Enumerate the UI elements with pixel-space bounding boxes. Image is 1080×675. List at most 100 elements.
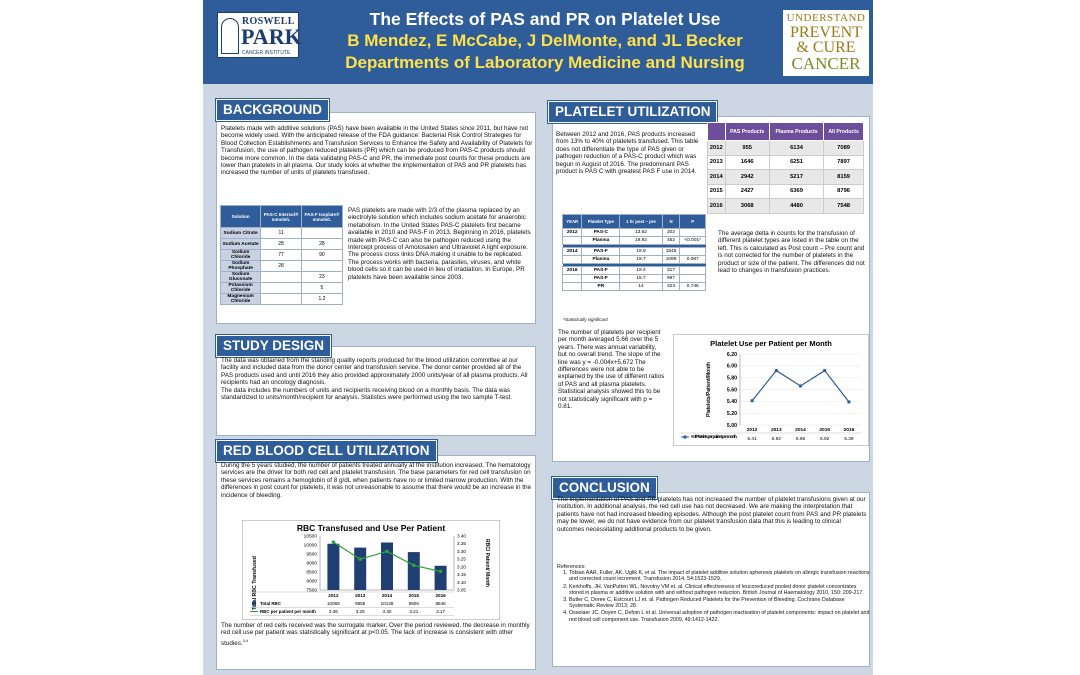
type-cell: 0.746 <box>679 282 706 291</box>
platelet-line-point <box>774 369 778 373</box>
platelet-ylabel: Platelets/Patient/Month <box>706 362 712 417</box>
reference-item: Butler C, Doree C, Estcourt LJ et. al. P… <box>569 597 871 609</box>
delta-text: The average delta in counts for the tran… <box>718 230 865 275</box>
rbc-ytick-right: 3.20 <box>457 564 466 569</box>
type-cell <box>679 274 706 283</box>
type-cell: 1545 <box>661 247 681 256</box>
type-cell: 2012 <box>561 228 583 237</box>
type-cell <box>679 228 706 237</box>
platelet-legend-label: # of Platelets per patient per month <box>691 434 737 439</box>
solution-cell: 11 <box>260 227 302 239</box>
conclusion-panel <box>552 492 870 667</box>
rbc-table-value: 9606 <box>409 601 420 606</box>
platelet-line-point <box>847 400 851 404</box>
rbc-bar <box>354 547 367 590</box>
type-row: Plasma 19.92 452 <0.001* <box>561 236 706 245</box>
platelet-xtick: 2013 <box>771 427 782 433</box>
products-cell: 3068 <box>724 198 770 214</box>
rbc-line-point <box>438 569 443 574</box>
products-cell: 1646 <box>724 154 770 170</box>
products-cell: 7548 <box>823 198 864 214</box>
solution-cell: Sodium Phosphate <box>219 260 262 272</box>
type-row: PR 14 323 0.746 <box>561 282 706 291</box>
study-design-heading: STUDY DESIGN <box>216 335 332 357</box>
type-table-header: N <box>661 214 681 229</box>
rbc-table-value: 3.36 <box>329 609 338 614</box>
products-cell: 2427 <box>724 183 770 199</box>
products-cell: 2015 <box>707 183 726 199</box>
platelet-xtick: 2012 <box>747 427 758 433</box>
type-table-divider-cell <box>562 244 706 248</box>
rbc-ylabel: Total RBC Transfused <box>252 556 258 610</box>
type-table-header: YEAR <box>561 214 583 229</box>
rbc-ytick: 8000 <box>306 579 317 585</box>
products-cell: 6134 <box>768 140 825 156</box>
rbc-footer-text: The number of red cells received was the… <box>221 622 530 647</box>
rbc-ytick-right: 3.10 <box>457 580 466 585</box>
rbc-footer-sup: 3,4 <box>242 637 249 643</box>
type-cell: 19.7 <box>619 255 663 264</box>
logo-cure: & CURE <box>796 39 856 56</box>
rbc-table-value: 10068 <box>327 601 340 606</box>
type-table-divider <box>562 263 706 267</box>
understand-prevent-cure-logo: UNDERSTAND PREVENT & CURE CANCER <box>783 10 869 76</box>
solution-cell <box>260 282 302 294</box>
type-row: PAS-F 15.7 997 <box>561 274 706 283</box>
conclusion-heading: CONCLUSION <box>552 477 657 499</box>
products-row: 2013 1646 6251 7897 <box>707 154 864 170</box>
platelet-chart-frame <box>673 334 869 446</box>
rbc-xtick: 2012 <box>328 593 339 598</box>
references-list: Tobian AAR, Fuller, AK, Uglik K, et al. … <box>569 570 871 623</box>
solution-row: Sodium Acetate 28 28 <box>219 238 344 250</box>
rbc-legend-label: Total RBC <box>260 601 282 606</box>
products-row: 2012 955 6134 7089 <box>707 140 864 156</box>
platelet-ytick: 5.40 <box>727 399 737 405</box>
rbc-ytick-right: 3.30 <box>457 549 466 554</box>
solution-row: Sodium Citrate 11 <box>219 227 344 239</box>
solution-row: Sodium Gluconate 23 <box>219 271 344 283</box>
platelet-ytick: 5.20 <box>727 411 737 417</box>
type-table-divider <box>562 244 706 248</box>
type-cell: 997 <box>661 274 681 283</box>
type-cell <box>679 247 706 256</box>
products-cell: 8159 <box>823 169 864 185</box>
platelet-line-point <box>799 384 802 388</box>
type-cell: 19.4 <box>619 266 663 275</box>
type-cell: Plasma <box>581 255 621 264</box>
reference-item: Osselaer JC, Doyen C, Defoin L et al. Un… <box>569 610 871 622</box>
type-cell <box>561 236 583 245</box>
type-cell: 317 <box>661 266 681 275</box>
platelet-ytick: 6.20 <box>727 352 737 358</box>
type-cell: PAS-F <box>581 247 621 256</box>
reference-item: Kerkhoffs, JH, VanPutten WL, Novotny VM … <box>569 584 871 596</box>
type-cell: 0.087 <box>679 255 706 264</box>
platelet-table-value: 5.92 <box>820 436 830 442</box>
solution-cell: Sodium Citrate <box>219 227 262 239</box>
type-row: Plasma 19.7 1099 0.087 <box>561 255 706 264</box>
solution-table-header: PAS-F Isoplate® mmole/L <box>300 205 344 228</box>
roswell-park-logo: ROSWELL PARK CANCER INSTITUTE <box>217 12 302 58</box>
type-cell: 2014 <box>561 247 583 256</box>
platelet-products-table: PAS Products Plasma Products All Products … <box>707 122 864 214</box>
logo-understand: UNDERSTAND <box>786 12 866 24</box>
rbc-table-value: 3.25 <box>356 609 365 614</box>
type-cell <box>561 255 583 264</box>
rbc-table-value: 3.17 <box>436 609 445 614</box>
solution-cell <box>260 271 302 283</box>
rbc-ytick: 8500 <box>306 570 317 576</box>
rbc-legend-label: RBC per patient per month <box>260 609 316 614</box>
platelet-ytick: 6.00 <box>727 364 737 370</box>
platelet-chart: Platelet Use per Patient per Month 5.00 5.… <box>673 334 869 446</box>
solution-cell: Magnesium Chloride <box>219 293 262 305</box>
rbc-bar <box>407 552 420 590</box>
products-cell: 5217 <box>768 169 825 185</box>
type-cell: <0.001* <box>679 236 706 245</box>
products-table-header: All Products <box>823 122 864 141</box>
products-cell: 4480 <box>768 198 825 214</box>
platelet-table-value: 5.39 <box>844 436 854 442</box>
banner: ROSWELL PARK CANCER INSTITUTE The Effect… <box>203 0 873 84</box>
solution-cell: 23 <box>300 271 344 283</box>
products-cell: 2942 <box>724 169 770 185</box>
solution-cell <box>260 293 302 305</box>
poster-title: The Effects of PAS and PR on Platelet Us… <box>369 9 721 29</box>
